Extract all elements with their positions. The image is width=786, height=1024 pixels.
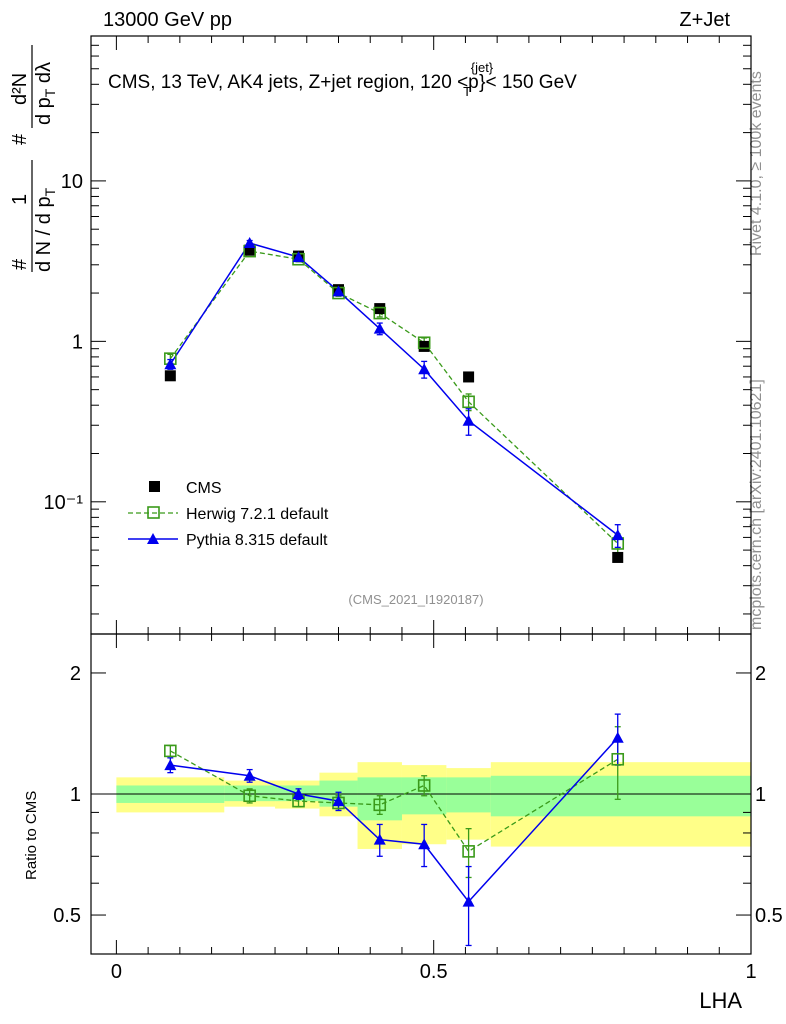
pythia-point xyxy=(292,251,305,263)
x-axis-label: LHA xyxy=(699,988,742,1013)
pythia-ratio-point xyxy=(164,759,177,771)
y-tick-label-main: 1 xyxy=(72,331,83,353)
svg-text:#: # xyxy=(9,258,31,270)
cms-point xyxy=(612,551,624,563)
header-left: 13000 GeV pp xyxy=(103,9,232,31)
herwig-ratio-point xyxy=(417,779,431,792)
herwig-point xyxy=(373,306,387,320)
svg-text:d N / d pT: d N / d pT xyxy=(33,187,58,272)
pythia-ratio-line xyxy=(170,737,619,903)
header-right: Z+Jet xyxy=(679,9,730,31)
mcplots-label: mcplots.cern.ch [arXiv:2401.10621] xyxy=(748,379,765,630)
svg-text:d²N: d²N xyxy=(9,73,31,105)
y-tick-label-ratio-left: 2 xyxy=(70,663,81,685)
pythia-ratio-point xyxy=(462,895,475,907)
main-title: CMS, 13 TeV, AK4 jets, Z+jet region, 120… xyxy=(108,60,577,99)
herwig-point xyxy=(417,336,431,350)
y-tick-label-main: 10⁻¹ xyxy=(44,492,84,514)
pythia-line xyxy=(169,242,619,536)
ratio-ylabel: Ratio to CMS xyxy=(23,791,40,880)
svg-text:#: # xyxy=(9,133,31,145)
ratio-band-inner xyxy=(490,775,751,817)
legend-label-pythia: Pythia 8.315 default xyxy=(186,532,328,549)
herwig-line xyxy=(169,250,619,544)
legend-label-cms: CMS xyxy=(186,480,222,497)
pythia-point xyxy=(418,363,431,375)
herwig-ratio-point xyxy=(243,789,256,803)
pythia-ratio-point xyxy=(243,769,256,781)
pythia-point xyxy=(611,529,624,541)
y-tick-label-ratio-right: 2 xyxy=(755,663,766,685)
herwig-ratio-point xyxy=(611,752,625,766)
cms-point xyxy=(374,303,386,315)
ratio-frame xyxy=(90,633,752,955)
pythia-ratio-point xyxy=(332,795,345,807)
ratio-band-inner xyxy=(446,777,491,813)
analysis-watermark: (CMS_2021_I1920187) xyxy=(348,592,483,607)
legend: CMS Herwig 7.2.1 default Pythia 8.315 de… xyxy=(128,480,329,549)
legend-marker-pythia xyxy=(147,533,159,544)
y-tick-label-ratio-right: 0.5 xyxy=(755,905,783,927)
pythia-point xyxy=(243,237,256,249)
herwig-point xyxy=(462,395,475,409)
y-tick-label-ratio-left: 0.5 xyxy=(53,905,81,927)
pythia-ratio-point xyxy=(373,833,386,845)
pythia-point xyxy=(332,285,345,297)
pythia-ratio-point xyxy=(292,788,305,799)
herwig-ratio-point xyxy=(373,798,387,812)
svg-text:d pT dλ: d pT dλ xyxy=(33,62,58,125)
svg-text:1: 1 xyxy=(9,194,31,205)
legend-marker-cms xyxy=(149,481,160,492)
pythia-ratio-point xyxy=(611,731,624,743)
cms-point xyxy=(418,340,430,352)
pythia-ratio-point xyxy=(418,838,431,850)
rivet-label: Rivet 4.1.0, ≥ 100k events xyxy=(748,71,765,256)
pythia-point xyxy=(462,414,475,426)
y-tick-label-ratio-right: 1 xyxy=(755,784,766,806)
herwig-ratio-line xyxy=(170,750,619,853)
herwig-ratio-point xyxy=(164,744,177,758)
cms-point xyxy=(244,244,256,256)
y-tick-label-main: 10 xyxy=(61,171,83,193)
cms-point xyxy=(463,371,475,383)
pythia-point xyxy=(373,322,386,334)
cms-point xyxy=(164,370,176,382)
x-tick-label: 0 xyxy=(111,961,122,983)
herwig-ratio-point xyxy=(462,845,475,858)
y-tick-label-ratio-left: 1 xyxy=(70,784,81,806)
legend-label-herwig: Herwig 7.2.1 default xyxy=(186,506,329,523)
pythia-point xyxy=(164,358,177,370)
legend-marker-herwig xyxy=(147,506,160,519)
x-tick-label: 0.5 xyxy=(420,961,448,983)
x-tick-label: 1 xyxy=(745,961,756,983)
main-ylabel: # 1 d N / d pT # d²N d pT dλ xyxy=(9,45,58,272)
